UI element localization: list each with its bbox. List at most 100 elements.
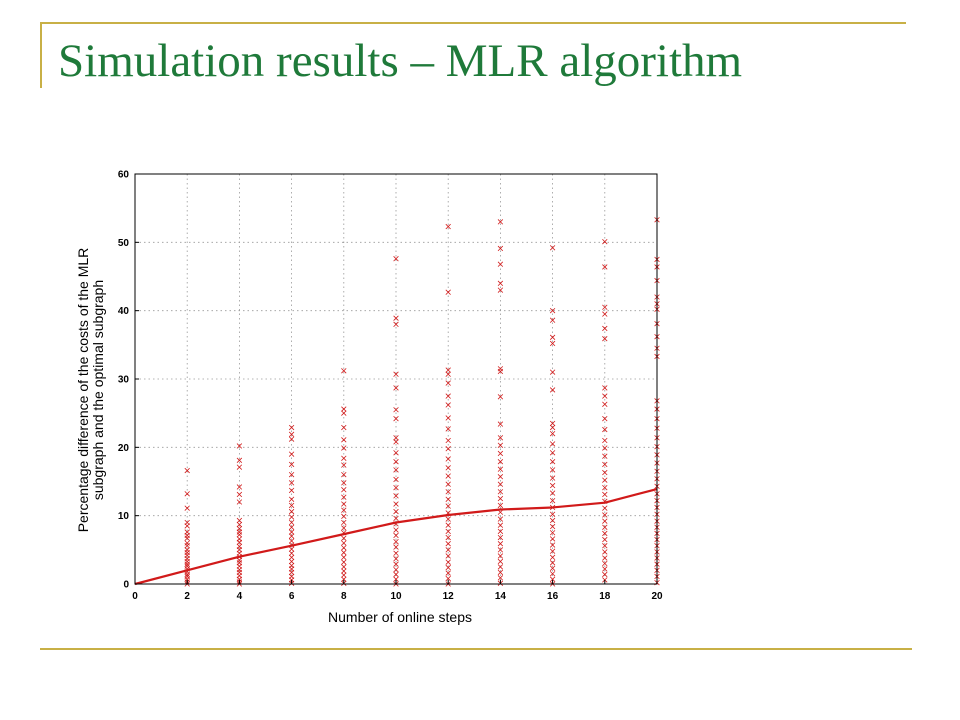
data-point — [497, 219, 504, 225]
data-point-stroke — [445, 496, 451, 502]
data-point-stroke — [602, 571, 608, 578]
data-point-stroke — [184, 543, 190, 549]
data-point-stroke — [288, 487, 295, 494]
slide-frame-bottom — [40, 648, 912, 650]
data-point-stroke — [341, 559, 347, 565]
data-point — [602, 512, 608, 518]
data-point-stroke — [288, 569, 295, 576]
data-point-stroke — [341, 540, 347, 546]
data-point — [445, 465, 451, 471]
data-point — [393, 321, 399, 328]
data-point-stroke — [602, 543, 608, 549]
data-point — [602, 530, 608, 537]
data-point — [393, 556, 399, 562]
data-point — [445, 393, 451, 399]
data-point — [497, 522, 504, 528]
data-point-stroke — [445, 516, 451, 522]
data-point-stroke — [549, 542, 556, 548]
data-point — [393, 371, 399, 377]
data-point — [288, 529, 295, 535]
data-point-stroke — [549, 565, 556, 571]
data-point-stroke — [341, 494, 347, 500]
data-point-stroke — [549, 459, 556, 465]
data-point — [288, 461, 295, 468]
data-point — [393, 532, 399, 539]
x-tick-label: 18 — [599, 591, 611, 602]
data-point — [341, 568, 347, 574]
data-point-stroke — [341, 480, 347, 486]
data-point — [549, 511, 556, 517]
data-point — [445, 437, 451, 444]
data-point-stroke — [288, 480, 295, 486]
data-point — [497, 495, 504, 502]
data-point-stroke — [236, 499, 243, 505]
data-point-stroke — [549, 387, 556, 393]
data-point — [393, 315, 399, 321]
data-point — [497, 245, 504, 252]
data-point-stroke — [497, 522, 504, 528]
data-point-stroke — [549, 245, 556, 251]
data-point-stroke — [549, 560, 556, 566]
data-point-stroke — [497, 564, 504, 570]
data-point-stroke — [445, 528, 451, 535]
data-point — [445, 371, 451, 377]
data-point — [236, 499, 243, 505]
data-point-stroke — [393, 538, 399, 545]
data-point-stroke — [602, 336, 608, 342]
data-point — [497, 421, 504, 427]
data-point — [393, 407, 399, 413]
data-point-stroke — [184, 535, 190, 541]
x-tick-label: 4 — [237, 591, 243, 602]
data-point — [497, 502, 504, 509]
grid-lines — [135, 174, 657, 584]
data-point — [602, 477, 608, 483]
data-point-stroke — [549, 369, 556, 375]
data-point-stroke — [288, 451, 295, 457]
y-tick-label: 60 — [118, 170, 130, 181]
data-point — [184, 491, 190, 497]
data-point-stroke — [602, 393, 608, 399]
data-point — [236, 457, 243, 463]
data-point-stroke — [341, 501, 347, 507]
data-point — [341, 480, 347, 486]
data-point-stroke — [393, 515, 399, 522]
data-point — [184, 467, 190, 474]
data-point — [393, 515, 399, 522]
data-point-stroke — [549, 497, 556, 504]
data-point-stroke — [497, 394, 504, 400]
data-point — [184, 523, 190, 529]
data-point-stroke — [236, 517, 243, 524]
data-point-stroke — [497, 547, 504, 553]
data-point — [497, 575, 504, 581]
data-point — [497, 287, 504, 293]
data-point-stroke — [288, 496, 295, 502]
data-point — [497, 564, 504, 570]
data-point-stroke — [341, 487, 347, 493]
data-point — [393, 544, 399, 550]
data-point-stroke — [236, 443, 243, 449]
data-point — [602, 560, 608, 567]
data-point — [445, 541, 451, 547]
data-point — [445, 553, 451, 559]
data-point — [549, 245, 556, 251]
data-point-stroke — [236, 491, 243, 498]
data-point — [549, 554, 556, 561]
data-point-stroke — [393, 566, 399, 573]
data-point — [288, 424, 295, 431]
data-point-stroke — [393, 556, 399, 562]
data-point-stroke — [445, 559, 451, 565]
data-point — [549, 441, 556, 447]
data-point-stroke — [184, 467, 190, 474]
x-tick-label: 16 — [547, 591, 559, 602]
data-point-stroke — [497, 442, 504, 448]
data-point-stroke — [602, 311, 608, 317]
data-point-stroke — [341, 507, 347, 513]
data-point — [288, 519, 295, 526]
data-point — [393, 484, 399, 491]
data-point-stroke — [602, 437, 608, 444]
data-point — [549, 467, 556, 473]
data-point — [549, 542, 556, 548]
data-point — [445, 426, 451, 432]
data-point-stroke — [393, 501, 399, 507]
data-point-stroke — [602, 505, 608, 511]
